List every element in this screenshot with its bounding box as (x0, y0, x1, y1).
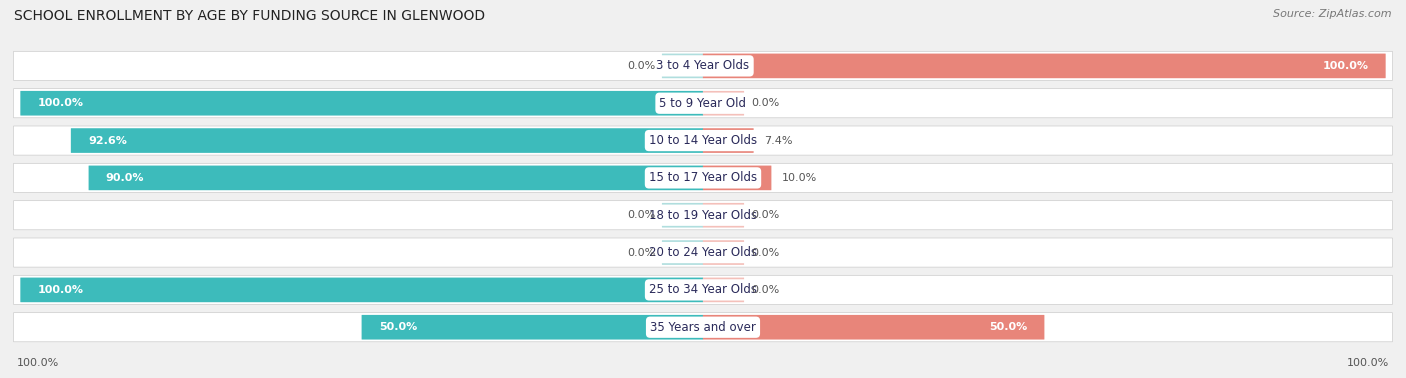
Text: 0.0%: 0.0% (627, 61, 655, 71)
Text: 100.0%: 100.0% (1323, 61, 1368, 71)
FancyBboxPatch shape (20, 277, 703, 302)
FancyBboxPatch shape (662, 240, 703, 265)
Text: 25 to 34 Year Olds: 25 to 34 Year Olds (650, 284, 756, 296)
Text: 50.0%: 50.0% (378, 322, 418, 332)
Text: 18 to 19 Year Olds: 18 to 19 Year Olds (650, 209, 756, 222)
FancyBboxPatch shape (703, 315, 1045, 339)
FancyBboxPatch shape (703, 203, 744, 228)
FancyBboxPatch shape (89, 166, 703, 190)
Text: 100.0%: 100.0% (38, 98, 83, 108)
FancyBboxPatch shape (14, 201, 1392, 230)
Text: 0.0%: 0.0% (627, 248, 655, 257)
Text: 0.0%: 0.0% (751, 98, 779, 108)
Text: 20 to 24 Year Olds: 20 to 24 Year Olds (650, 246, 756, 259)
FancyBboxPatch shape (14, 275, 1392, 304)
Text: 100.0%: 100.0% (17, 358, 59, 368)
Text: 10.0%: 10.0% (782, 173, 817, 183)
Text: 90.0%: 90.0% (105, 173, 145, 183)
Text: 3 to 4 Year Olds: 3 to 4 Year Olds (657, 59, 749, 73)
FancyBboxPatch shape (703, 91, 744, 116)
Text: 0.0%: 0.0% (751, 285, 779, 295)
FancyBboxPatch shape (703, 166, 772, 190)
FancyBboxPatch shape (14, 163, 1392, 192)
FancyBboxPatch shape (361, 315, 703, 339)
FancyBboxPatch shape (703, 277, 744, 302)
Text: 7.4%: 7.4% (763, 136, 792, 146)
FancyBboxPatch shape (662, 54, 703, 78)
Text: 100.0%: 100.0% (1347, 358, 1389, 368)
Text: 0.0%: 0.0% (751, 248, 779, 257)
Text: 50.0%: 50.0% (988, 322, 1028, 332)
FancyBboxPatch shape (14, 126, 1392, 155)
Text: 0.0%: 0.0% (751, 210, 779, 220)
FancyBboxPatch shape (14, 238, 1392, 267)
FancyBboxPatch shape (14, 89, 1392, 118)
FancyBboxPatch shape (703, 54, 1386, 78)
FancyBboxPatch shape (703, 240, 744, 265)
FancyBboxPatch shape (662, 203, 703, 228)
Text: SCHOOL ENROLLMENT BY AGE BY FUNDING SOURCE IN GLENWOOD: SCHOOL ENROLLMENT BY AGE BY FUNDING SOUR… (14, 9, 485, 23)
Text: 15 to 17 Year Olds: 15 to 17 Year Olds (650, 171, 756, 184)
Text: 100.0%: 100.0% (38, 285, 83, 295)
FancyBboxPatch shape (14, 313, 1392, 342)
Text: 92.6%: 92.6% (89, 136, 127, 146)
Text: 0.0%: 0.0% (627, 210, 655, 220)
Text: 10 to 14 Year Olds: 10 to 14 Year Olds (650, 134, 756, 147)
FancyBboxPatch shape (14, 51, 1392, 81)
Text: 35 Years and over: 35 Years and over (650, 321, 756, 334)
FancyBboxPatch shape (703, 128, 754, 153)
Text: 5 to 9 Year Old: 5 to 9 Year Old (659, 97, 747, 110)
Text: Source: ZipAtlas.com: Source: ZipAtlas.com (1274, 9, 1392, 19)
FancyBboxPatch shape (70, 128, 703, 153)
FancyBboxPatch shape (20, 91, 703, 116)
